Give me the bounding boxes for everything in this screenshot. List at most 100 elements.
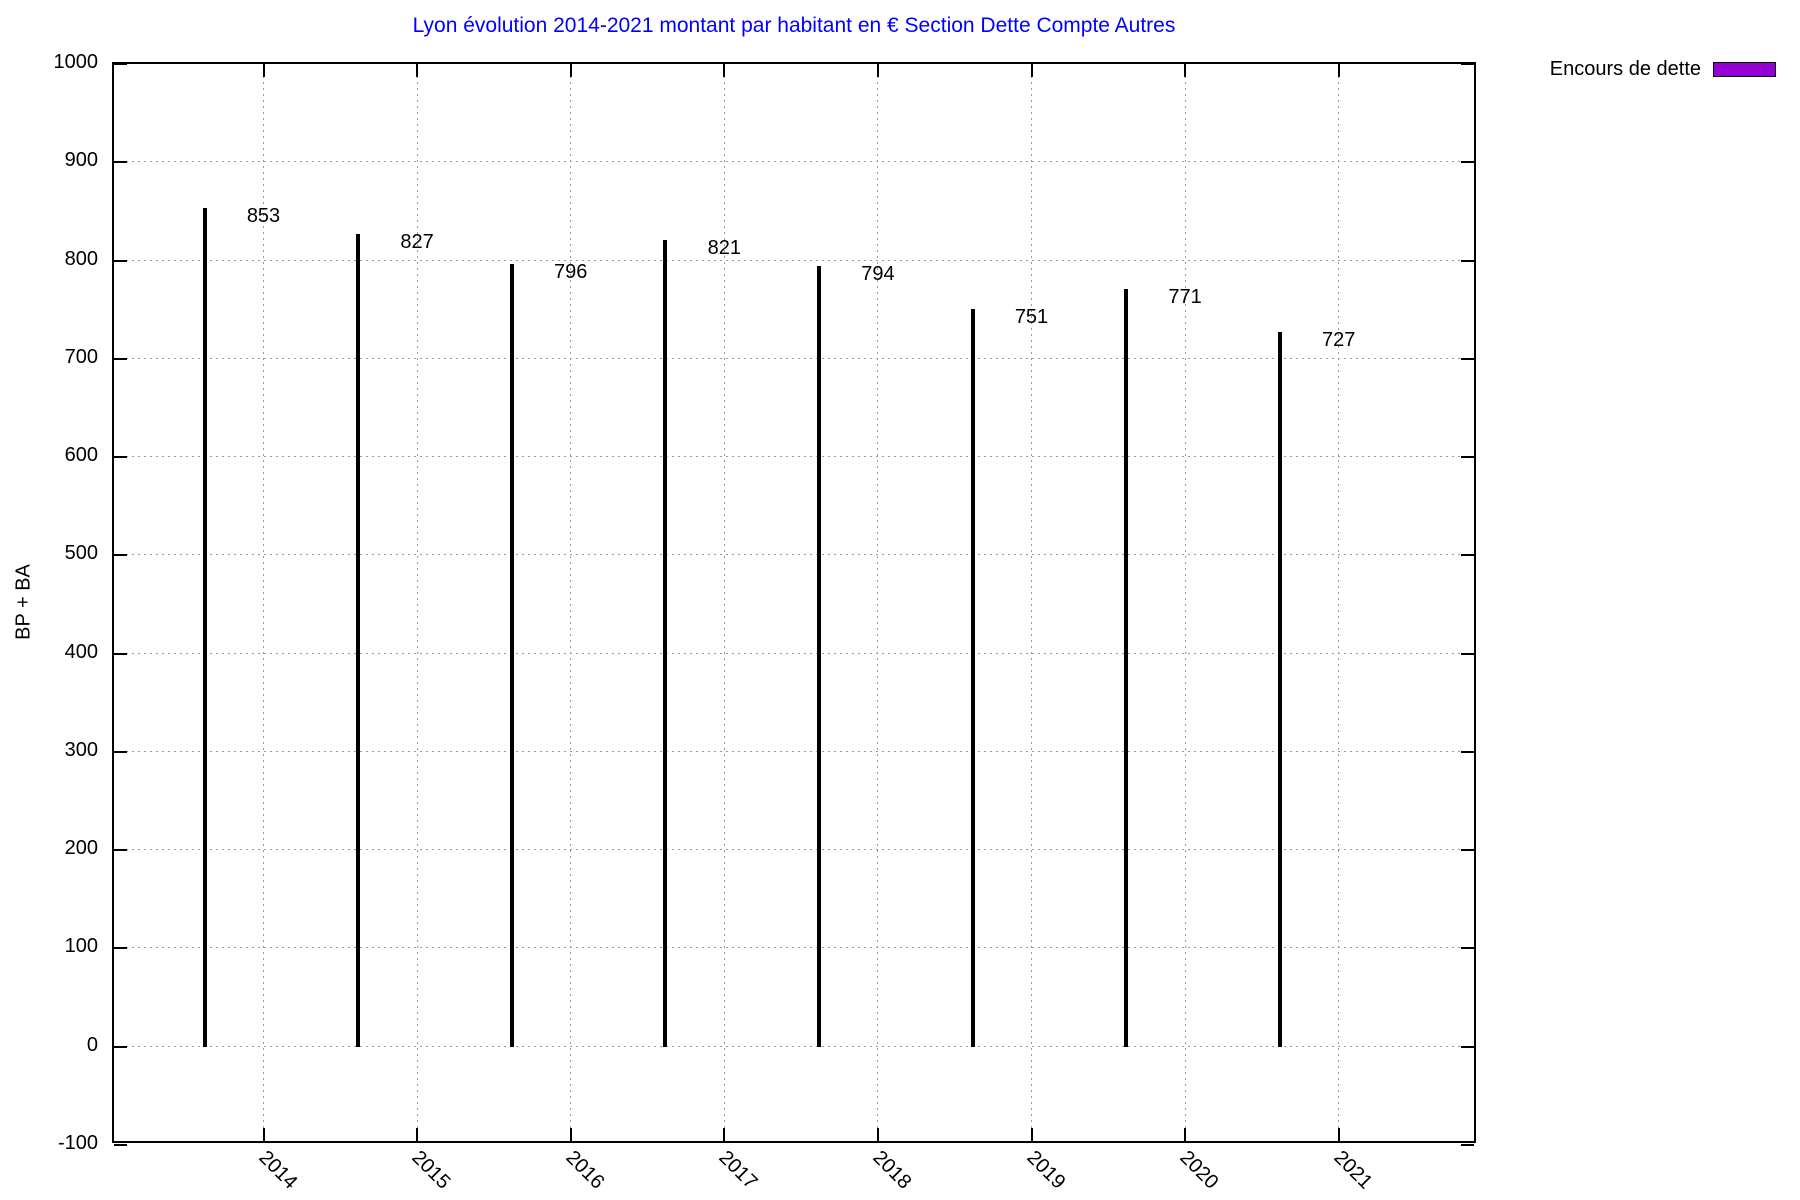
y-gridline [114,259,1474,261]
x-tick-mark [723,1128,726,1141]
legend-label: Encours de dette [1549,58,1701,80]
x-gridline [877,64,879,1141]
chart-title: Lyon évolution 2014-2021 montant par hab… [412,14,1176,37]
x-tick-mark [723,64,726,77]
bar-2015 [356,234,361,1047]
bar-value-label: 794 [861,263,895,286]
y-tick-label: -100 [57,1132,98,1154]
y-tick-mark [114,652,127,655]
x-tick-mark [262,64,265,77]
x-gridline [1338,64,1340,1141]
y-tick-mark [1461,750,1474,753]
bar-2021 [1277,332,1282,1047]
bar-2020 [1124,289,1129,1047]
x-gridline [723,64,725,1141]
bar-2017 [663,239,668,1047]
y-tick-mark [1461,652,1474,655]
y-tick-label: 700 [64,345,98,368]
y-gridline [114,1045,1474,1047]
y-gridline [114,357,1474,359]
bar-value-label: 751 [1014,305,1049,328]
x-tick-mark [876,64,879,77]
x-tick-label: 2016 [561,1146,609,1194]
x-gridline [570,64,572,1141]
y-tick-mark [114,849,127,852]
y-tick-mark [114,554,127,557]
x-tick-label: 2021 [1329,1146,1377,1194]
y-tick-label: 100 [64,935,98,958]
x-tick-mark [569,1128,572,1141]
bar-2019 [970,308,975,1047]
x-gridline [1031,64,1032,1141]
x-gridline [263,64,264,1141]
y-tick-label: 400 [64,640,98,663]
y-tick-label: 800 [64,247,98,270]
y-tick-mark [114,947,127,950]
y-tick-mark [114,456,127,459]
legend: Encours de dette [1550,58,1776,81]
y-tick-label: 900 [64,149,98,172]
y-tick-label: 0 [86,1033,98,1056]
y-tick-mark [114,357,127,360]
y-tick-label: 600 [64,444,98,467]
y-tick-mark [1461,357,1474,360]
y-tick-label: 300 [64,738,98,761]
y-tick-mark [114,1144,127,1146]
x-tick-mark [1337,64,1340,77]
bar-value-label: 771 [1168,286,1202,309]
x-tick-mark [1030,64,1033,77]
y-gridline [114,947,1474,949]
x-tick-mark [1184,1128,1187,1141]
x-tick-label: 2020 [1175,1146,1223,1194]
bar-2018 [816,266,821,1047]
x-tick-label: 2019 [1021,1146,1070,1194]
x-tick-label: 2017 [714,1146,762,1194]
y-gridline [114,554,1474,556]
x-gridline [1184,64,1186,1141]
x-tick-label: 2015 [407,1146,455,1194]
y-gridline [114,161,1474,163]
x-tick-mark [416,64,419,77]
y-tick-mark [1461,161,1474,164]
x-tick-mark [1337,1128,1340,1141]
x-gridline [416,64,418,1141]
x-tick-label: 2014 [253,1146,302,1194]
y-tick-mark [1461,63,1474,65]
x-tick-mark [262,1128,265,1141]
bar-2014 [202,208,207,1047]
x-tick-mark [416,1128,419,1141]
y-gridline [114,849,1474,851]
plot-area: 853 827 796 821 794 751 771 727 [112,62,1476,1146]
bar-value-label: 821 [707,236,741,259]
y-tick-mark [1461,456,1474,459]
x-tick-mark [1030,1128,1033,1141]
x-tick-mark [876,1128,879,1141]
y-gridline [114,456,1474,458]
y-tick-mark [114,259,127,262]
y-tick-mark [114,1045,127,1048]
y-tick-mark [1461,849,1474,852]
y-tick-mark [1461,554,1474,557]
y-gridline [114,750,1474,752]
y-tick-label: 1000 [53,51,99,73]
y-tick-mark [114,161,127,164]
x-tick-mark [1184,64,1187,77]
y-gridline [114,652,1474,654]
y-tick-mark [1461,947,1474,950]
y-tick-mark [114,750,127,753]
bar-value-label: 796 [554,261,588,284]
bar-value-label: 827 [400,231,434,253]
y-tick-label: 200 [64,837,98,860]
x-tick-label: 2018 [868,1146,916,1194]
y-tick-label: 500 [64,542,98,565]
y-tick-mark [114,63,127,65]
y-tick-mark [1461,1045,1474,1048]
x-tick-mark [569,64,572,77]
y-axis-label: BP + BA [12,564,35,640]
bar-value-label: 853 [246,205,281,228]
bar-2016 [509,264,514,1047]
legend-swatch-encours-de-dette [1713,62,1776,77]
y-tick-mark [1461,259,1474,262]
y-tick-mark [1461,1144,1474,1146]
